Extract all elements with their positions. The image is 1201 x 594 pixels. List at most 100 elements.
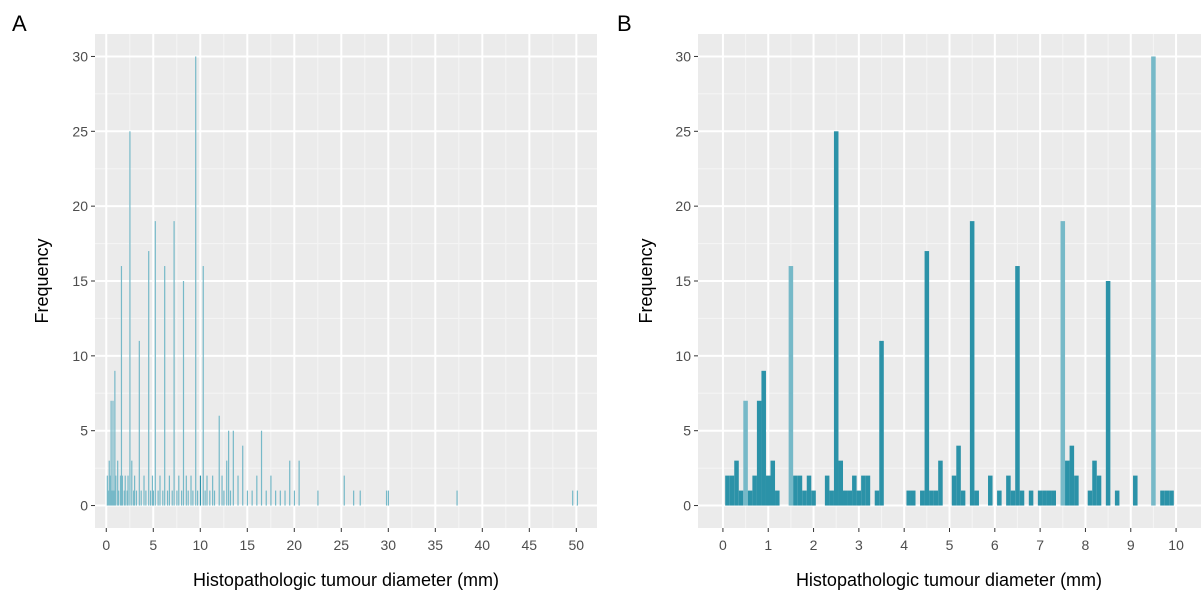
- x-tick-label: 40: [475, 537, 491, 553]
- x-tick-label: 5: [149, 537, 157, 553]
- histogram-bar: [129, 131, 131, 506]
- histogram-bar: [145, 490, 147, 506]
- histogram-bar: [997, 490, 1002, 506]
- histogram-bar: [1051, 490, 1056, 506]
- y-tick-label: 10: [675, 348, 691, 364]
- histogram-bar: [182, 281, 185, 506]
- histogram-bar: [847, 490, 853, 506]
- histogram-bar: [865, 475, 871, 506]
- histogram-bar: [861, 475, 866, 506]
- histogram-bar: [929, 490, 934, 506]
- x-tick-label: 5: [946, 537, 954, 553]
- histogram-bar: [256, 475, 258, 506]
- histogram-bar: [152, 490, 155, 506]
- histogram-bar: [920, 490, 925, 506]
- y-tick-label: 0: [80, 498, 88, 514]
- histogram-bar: [843, 490, 848, 506]
- histogram-bar: [988, 475, 993, 506]
- histogram-bar: [228, 430, 230, 506]
- histogram-bar: [109, 475, 111, 506]
- histogram-bar: [157, 490, 159, 506]
- histogram-bar: [293, 490, 296, 506]
- histogram-bar: [1019, 490, 1025, 506]
- x-tick-label: 20: [287, 537, 303, 553]
- histogram-bar: [797, 475, 803, 506]
- histogram-bar: [151, 475, 154, 506]
- histogram-bar: [938, 460, 943, 506]
- histogram-bar: [811, 490, 816, 506]
- histogram-bar: [734, 460, 739, 506]
- histogram-bar: [1074, 475, 1079, 506]
- histogram-panel-a: A 0 5 10 15 20 25 30 0 5 10 15 20 25 30 35 40 45 50 Hist…: [12, 11, 597, 590]
- x-tick-label: 2: [810, 537, 818, 553]
- histogram-bar: [202, 266, 204, 506]
- histogram-bars: [106, 56, 578, 506]
- histogram-bar: [738, 490, 744, 506]
- histogram-bar: [456, 490, 458, 506]
- y-tick-label: 20: [675, 198, 691, 214]
- histogram-bar: [190, 475, 192, 506]
- histogram-bar: [1015, 266, 1020, 506]
- histogram-bar: [284, 490, 286, 506]
- x-tick-label: 0: [102, 537, 110, 553]
- y-axis-title: Frequency: [636, 238, 656, 323]
- histogram-bar: [140, 490, 142, 506]
- x-tick-label: 4: [900, 537, 908, 553]
- histogram-bar: [1164, 490, 1170, 506]
- histogram-bar: [204, 490, 206, 506]
- histogram-bar: [576, 490, 578, 506]
- histogram-bar: [1010, 490, 1016, 506]
- histogram-bar: [279, 490, 281, 506]
- x-tick-label: 0: [719, 537, 727, 553]
- histogram-bar: [956, 445, 961, 506]
- y-axis-ticks: 0 5 10 15 20 25 30: [675, 48, 698, 514]
- histogram-bar: [1046, 490, 1052, 506]
- histogram-bar: [121, 475, 123, 506]
- histogram-bar: [149, 490, 152, 506]
- histogram-bar: [1105, 281, 1111, 506]
- histogram-bar: [162, 490, 164, 506]
- gridlines: [95, 34, 597, 528]
- histogram-bar: [221, 475, 223, 506]
- histogram-bar: [178, 475, 180, 506]
- histogram-bar: [110, 400, 112, 506]
- y-axis-ticks: 0 5 10 15 20 25 30: [72, 48, 95, 514]
- histogram-bar: [134, 475, 136, 506]
- histogram-bar: [1169, 490, 1174, 506]
- histogram-bar: [289, 460, 291, 506]
- x-tick-label: 45: [522, 537, 538, 553]
- y-tick-label: 5: [683, 423, 691, 439]
- y-tick-label: 15: [675, 273, 691, 289]
- histogram-bar: [108, 460, 110, 506]
- histogram-bar: [113, 490, 115, 506]
- histogram-bar: [729, 475, 735, 506]
- histogram-bar: [181, 490, 183, 506]
- histogram-bar: [924, 251, 930, 506]
- histogram-bar: [960, 490, 966, 506]
- histogram-bar: [770, 460, 776, 506]
- histogram-bar: [143, 475, 145, 506]
- histogram-bar: [237, 475, 239, 506]
- x-axis-title: Histopathologic tumour diameter (mm): [796, 570, 1102, 590]
- histogram-bar: [229, 490, 232, 506]
- histogram-bar: [1092, 460, 1097, 506]
- x-tick-label: 1: [764, 537, 772, 553]
- histogram-bar: [1114, 490, 1120, 506]
- histogram-bar: [1006, 475, 1011, 506]
- panel-label-a: A: [12, 11, 27, 36]
- histogram-bar: [933, 490, 939, 506]
- histogram-bar: [117, 460, 119, 506]
- histogram-bar: [173, 221, 175, 506]
- histogram-bar: [761, 370, 766, 506]
- x-tick-label: 10: [192, 537, 208, 553]
- histogram-bar: [111, 490, 113, 506]
- histogram-bar: [212, 475, 214, 506]
- histogram-bar: [131, 460, 133, 506]
- y-tick-label: 25: [72, 123, 88, 139]
- histogram-bar: [747, 490, 753, 506]
- histogram-bar: [206, 475, 208, 506]
- histogram-bar: [969, 221, 975, 506]
- x-tick-label: 7: [1036, 537, 1044, 553]
- histogram-bar: [115, 475, 117, 506]
- histogram-bar: [154, 221, 156, 506]
